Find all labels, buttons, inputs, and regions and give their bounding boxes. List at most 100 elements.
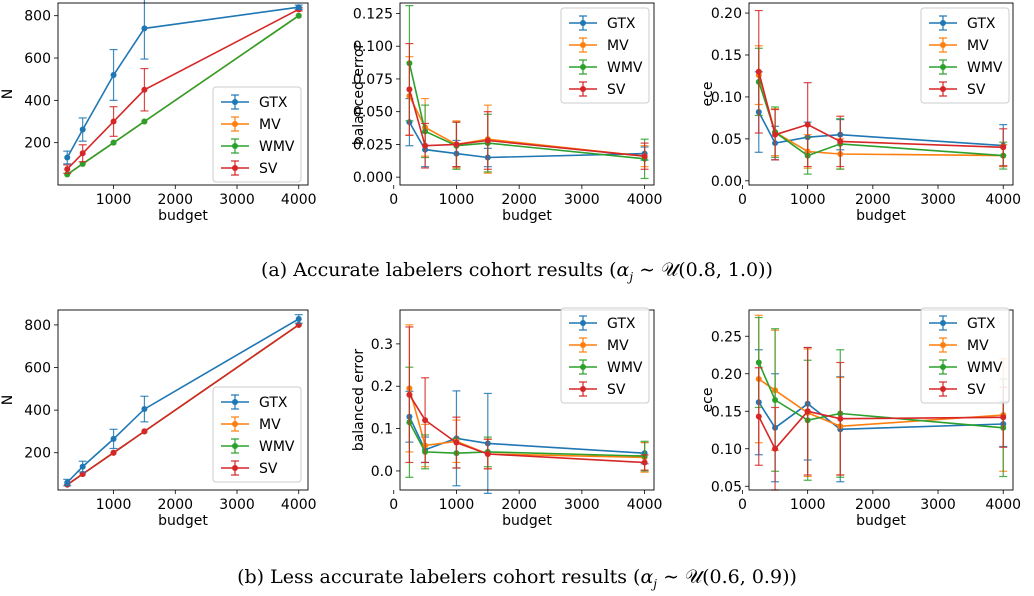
- legend-label-mv: MV: [967, 338, 989, 354]
- x-axis-label: budget: [158, 208, 208, 224]
- y-axis-label: ece: [700, 388, 716, 413]
- y-tick-label: 0.025: [353, 137, 393, 153]
- plot-frame: [57, 309, 309, 491]
- series-sv: [405, 42, 649, 170]
- legend-marker: [940, 20, 946, 26]
- data-point: [141, 86, 148, 93]
- x-tick-label: 2000: [501, 192, 537, 208]
- x-tick-label: 2000: [855, 192, 891, 208]
- plot-frame: [399, 309, 655, 491]
- caption-b-rel: ∼: [657, 566, 686, 588]
- data-point: [641, 153, 648, 160]
- y-tick-label: 0.3: [371, 337, 393, 353]
- x-tick-label: 3000: [564, 497, 600, 513]
- series-gtx: [405, 97, 649, 168]
- data-point: [772, 397, 779, 403]
- legend-marker: [232, 399, 238, 405]
- y-tick-label: 0.15: [711, 48, 742, 64]
- y-tick-label: 0.10: [711, 442, 742, 458]
- chart-a-n-svg: 1000 2000 3000 4000 200 400 600 800 budget N GTX MV…: [0, 0, 317, 224]
- chart-a-balanced-error-svg: 0 1000 2000 3000 4000 0.000 0.025 0.050 0.075 0.1…: [351, 2, 663, 224]
- legend-marker: [940, 320, 946, 326]
- legend-label-mv: MV: [607, 338, 629, 354]
- plot-frame: [748, 2, 1014, 186]
- y-tick-label: 0.050: [353, 105, 393, 121]
- y-tick-label: 400: [24, 93, 51, 109]
- caption-a-args: (0.8, 1.0)): [678, 259, 773, 281]
- legend-marker: [580, 364, 586, 370]
- data-point: [64, 479, 71, 486]
- series-sv: [405, 326, 649, 471]
- x-tick-label: 3000: [219, 192, 255, 208]
- y-tick-label: 0.0: [371, 464, 393, 480]
- legend-marker: [232, 421, 238, 427]
- series-sv: [754, 9, 1008, 168]
- caption-a-dist: 𝒰: [661, 259, 679, 281]
- data-point: [453, 439, 460, 446]
- legend-box: [212, 86, 302, 183]
- data-point: [79, 160, 86, 167]
- x-tick-label: 1000: [790, 192, 826, 208]
- x-tick-label: 3000: [219, 497, 255, 513]
- x-axis-label: budget: [502, 513, 552, 529]
- data-point: [110, 435, 117, 442]
- data-point: [422, 417, 429, 424]
- legend-label-sv: SV: [607, 82, 626, 98]
- caption-b-alpha: α: [640, 566, 654, 588]
- x-tick-label: 2000: [157, 497, 193, 513]
- y-tick-label: 0.100: [353, 39, 393, 55]
- x-tick-label: 0: [738, 497, 747, 513]
- legend-label-sv: SV: [259, 161, 278, 177]
- x-tick-label: 1000: [96, 192, 132, 208]
- x-tick-label: 4000: [281, 497, 317, 513]
- caption-a: (a) Accurate labelers cohort results (αj…: [0, 259, 1034, 284]
- y-tick-label: 0.05: [711, 479, 742, 495]
- series-wmv: [64, 12, 302, 178]
- caption-a-rel: ∼: [633, 259, 662, 281]
- y-tick-label: 800: [24, 9, 51, 25]
- legend-label-gtx: GTX: [967, 16, 996, 32]
- legend-marker: [580, 342, 586, 348]
- y-tick-label: 0.25: [711, 329, 742, 345]
- x-tick-label: 2000: [501, 497, 537, 513]
- series-gtx: [405, 390, 649, 494]
- legend: GTX MV WMV SV: [212, 86, 302, 183]
- data-point: [804, 408, 811, 415]
- legend-marker: [232, 443, 238, 449]
- x-tick-label: 1000: [96, 497, 132, 513]
- data-point: [1000, 144, 1007, 151]
- legend-marker: [940, 64, 946, 70]
- x-tick-label: 3000: [564, 192, 600, 208]
- legend-label-sv: SV: [967, 82, 986, 98]
- data-point: [755, 413, 762, 420]
- series-gtx: [63, 314, 303, 487]
- legend-box: [920, 307, 1010, 404]
- legend-marker: [940, 86, 946, 92]
- legend: GTX MV WMV SV: [560, 307, 650, 404]
- legend-label-gtx: GTX: [967, 316, 996, 332]
- y-tick-label: 0.1: [371, 422, 393, 438]
- data-point: [110, 449, 117, 456]
- chart-a-ece: 0 1000 2000 3000 4000 0.00 0.05 0.10 0.15 0.20 bud…: [694, 0, 1034, 230]
- data-point: [837, 415, 844, 422]
- legend: GTX MV WMV SV: [920, 307, 1010, 404]
- x-tick-label: 4000: [627, 192, 663, 208]
- chart-b-n-vs-budget: 1000 2000 3000 4000 200 400 600 800 budget N GTX MV…: [0, 300, 340, 535]
- x-tick-label: 4000: [627, 497, 663, 513]
- legend-marker: [232, 121, 238, 127]
- caption-a-sub: j: [629, 269, 634, 284]
- caption-a-alpha: α: [616, 259, 630, 281]
- data-point: [406, 391, 413, 398]
- y-tick-label: 0.2: [371, 379, 393, 395]
- legend-marker: [232, 99, 238, 105]
- chart-b-ece: 0 1000 2000 3000 4000 0.05 0.10 0.15 0.20 0.25 bud…: [694, 300, 1034, 535]
- legend-label-gtx: GTX: [259, 395, 288, 411]
- data-point: [64, 154, 71, 161]
- caption-b-sub: j: [653, 576, 658, 591]
- legend-label-sv: SV: [259, 461, 278, 477]
- y-axis-label: N: [0, 395, 16, 405]
- legend-box: [560, 307, 650, 404]
- x-tick-label: 1000: [439, 192, 475, 208]
- data-point: [772, 131, 779, 138]
